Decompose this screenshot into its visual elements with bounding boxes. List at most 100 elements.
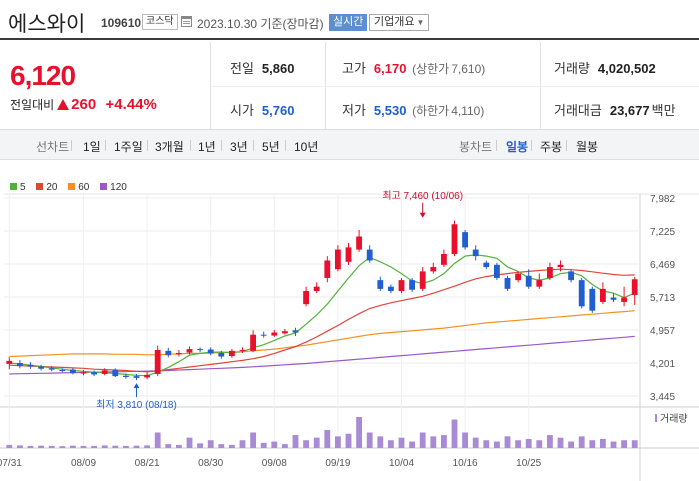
low-value: 5,530 [373,103,407,118]
amount-cell: 거래대금 23,677 백만 [554,100,676,119]
candle-body [69,369,76,374]
volume-bar [515,440,522,448]
y-tick-label: 4,957 [650,326,675,337]
volume-bar [281,444,288,448]
amount-label: 거래대금 [554,103,602,118]
candle-body [387,286,394,292]
volume-bar [430,436,437,448]
candle-body [462,232,469,248]
volume-bar [557,437,564,448]
volume-bar [324,429,331,448]
volume-bar [250,432,257,448]
volume-bar [525,438,532,448]
chevron-down-icon: ▼ [416,18,425,27]
volume-bar [59,446,66,448]
candle-body [133,376,140,378]
volume-bar [292,435,299,448]
volume-bar [122,445,129,448]
period-1d[interactable]: 1일 [83,140,101,154]
company-overview-label: 기업개요 [374,16,415,28]
open-cell: 시가 5,760 [230,100,294,119]
legend-ma20: 20 [36,182,57,193]
volume-bar [80,445,87,448]
volume-legend-swatch [655,414,657,422]
y-tick-label: 5,713 [650,293,675,304]
candle-body [292,330,299,333]
candle-body [451,224,458,254]
volume-bar [377,436,384,448]
volume-cell: 거래량 4,020,502 [554,58,656,77]
period-10y[interactable]: 10년 [294,140,319,154]
volume-bar [419,432,426,448]
period-3m[interactable]: 3개월 [155,140,184,154]
candle-body [599,288,606,302]
change-percent: +4.44% [105,96,157,113]
candle-weekly[interactable]: 주봉 [540,140,563,154]
candle-monthly[interactable]: 월봉 [576,140,599,154]
candle-body [430,267,437,272]
legend-ma20-label: 20 [46,182,58,193]
volume-bar [16,445,23,448]
high-value: 6,170 [373,61,407,76]
candle-body [589,288,596,311]
candle-body [366,249,373,261]
candle-body [175,353,182,355]
volume-bar [409,441,416,448]
x-tick-label: 08/30 [198,458,223,469]
separator [285,140,286,151]
volume-bar [334,436,341,448]
volume-bar [239,440,246,448]
legend-ma120: 120 [100,182,127,193]
y-tick-label: 7,225 [650,227,675,238]
lower-limit-value: 4,110) [451,104,485,118]
low-cell: 저가 5,530 (하한가 4,110) [342,100,484,119]
candle-chart-label: 봉차트 [459,140,493,154]
volume-bar [313,437,320,448]
volume-bar [207,440,214,448]
separator [147,140,148,151]
change-value: 260 [71,96,97,113]
candlestick-chart[interactable]: 7,982 7,225 6,469 5,713 4,957 4,201 3,445 07/31… [0,190,699,481]
candle-body [186,349,193,353]
candle-body [334,249,341,270]
candle-body [165,350,172,356]
volume-bar [483,440,490,448]
amount-value: 23,677 [609,103,650,118]
candle-daily[interactable]: 일봉 [506,140,529,154]
volume-bar [6,444,13,448]
period-5y[interactable]: 5년 [262,140,280,154]
period-3y[interactable]: 3년 [230,140,248,154]
date-label: 2023.10.30 기준(장마감) [197,17,324,31]
candle-body [557,264,564,268]
open-value: 5,760 [261,103,295,118]
candle-body [610,297,617,300]
x-tick-label: 09/08 [262,458,287,469]
stock-name: 에스와이 [8,13,86,36]
x-tick-label: 08/09 [71,458,96,469]
volume-bar [154,432,161,448]
candle-body [536,280,543,287]
volume-bar [398,437,405,448]
company-overview-dropdown[interactable]: 기업개요 ▼ [369,14,430,31]
ma60-line [9,310,635,358]
up-triangle-icon [57,99,70,110]
calendar-icon [181,16,192,27]
volume-bar [186,437,193,448]
volume-bar [218,444,225,448]
volume-bar [546,435,553,448]
legend-swatch [36,183,44,190]
volume-bar [91,445,98,448]
candle-body [48,368,55,370]
separator [71,140,72,151]
x-tick-label: 10/25 [516,458,541,469]
legend-ma120-label: 120 [110,182,127,193]
period-1y[interactable]: 1년 [198,140,216,154]
candle-body [16,363,23,367]
period-1w[interactable]: 1주일 [114,140,143,154]
ma-legend: 5 20 60 120 [10,182,135,193]
realtime-button[interactable]: 실시간 [329,14,368,31]
volume-bar [228,444,235,448]
candle-body [91,372,98,375]
divider [211,86,699,87]
volume-bar [366,432,373,448]
